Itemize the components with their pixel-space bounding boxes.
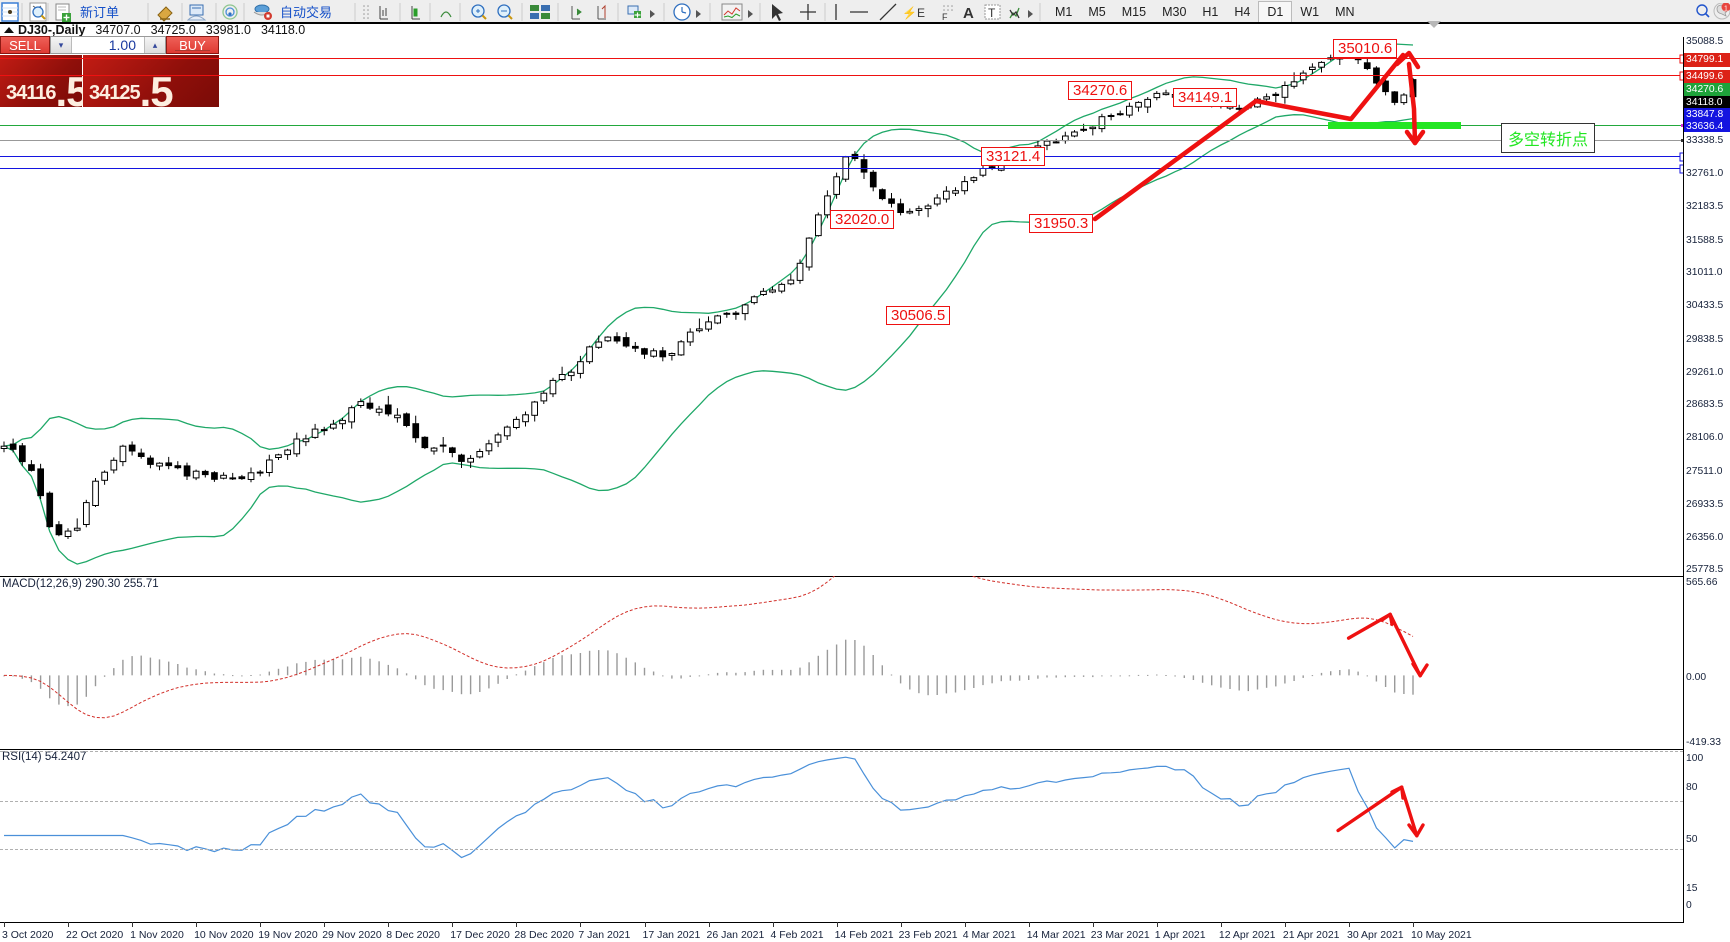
svg-text:新订单: 新订单 [80,5,119,20]
svg-text:自动交易: 自动交易 [280,5,332,20]
svg-text:F: F [942,12,948,22]
svg-text:1: 1 [1724,6,1728,13]
svg-text:T: T [988,6,996,20]
svg-text:A: A [963,5,974,22]
svg-text:⚡E: ⚡E [902,6,925,20]
